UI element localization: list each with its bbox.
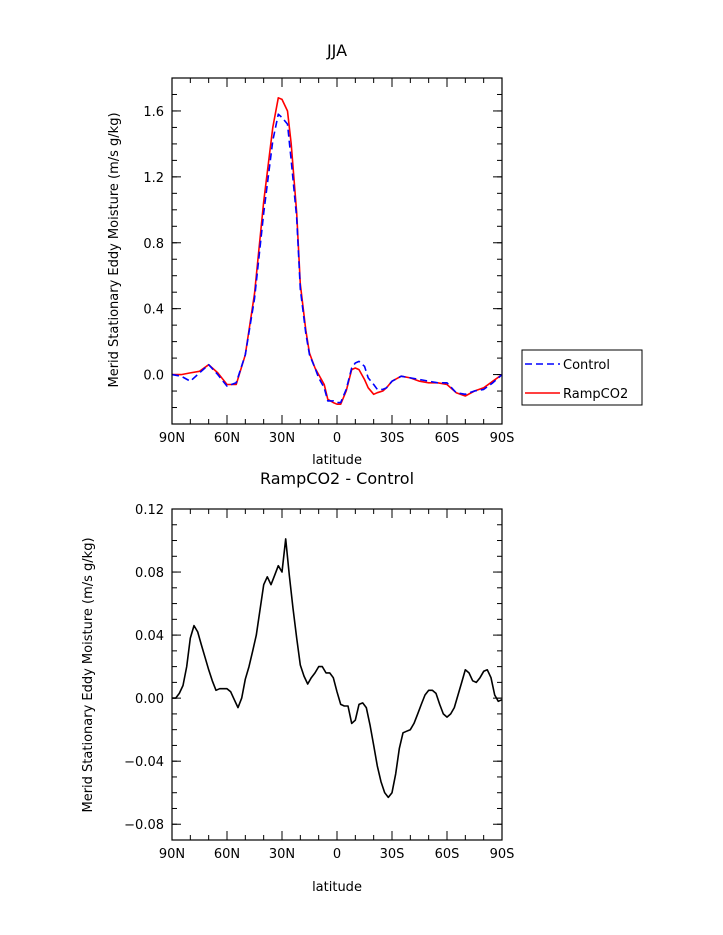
x-tick-label: 90N: [159, 431, 185, 446]
top-chart-frame: [171, 77, 503, 425]
top-chart-ylabel: Merid Stationary Eddy Moisture (m/s g/kg…: [107, 112, 122, 387]
panel-bottom-chart: RampCO2 - Control latitude Merid Station…: [81, 469, 514, 895]
y-tick-label: 0.08: [135, 566, 164, 581]
y-tick-label: 0.0: [143, 369, 164, 384]
x-tick-label: 60S: [435, 431, 460, 446]
y-tick-label: 0.12: [135, 503, 164, 518]
legend-label-control: Control: [563, 358, 610, 373]
y-tick-label: 1.6: [143, 105, 164, 120]
panel-top-chart: JJA latitude Merid Stationary Eddy Moist…: [107, 41, 643, 468]
legend-box: [521, 349, 643, 406]
bottom-chart-ticks: 90N 60N 30N 0 30S 60S 90S −0.08 −0.04 0.00 0.04 0.0…: [124, 503, 514, 862]
y-tick-label: 1.2: [143, 171, 164, 186]
bottom-series-line-difference: [172, 538, 503, 799]
x-tick-label: 90S: [490, 431, 515, 446]
y-tick-label: −0.08: [124, 818, 164, 833]
top-chart-xlabel: latitude: [312, 453, 362, 468]
bottom-chart-frame: [171, 508, 503, 841]
x-tick-label: 30S: [380, 847, 405, 862]
y-tick-label: 0.4: [143, 303, 164, 318]
x-tick-label: 90N: [159, 847, 185, 862]
x-tick-label: 30N: [269, 847, 295, 862]
bottom-chart-xlabel: latitude: [312, 880, 362, 895]
top-chart-series: [171, 97, 503, 406]
bottom-chart-ylabel: Merid Stationary Eddy Moisture (m/s g/kg…: [81, 537, 96, 812]
top-chart-title: JJA: [326, 41, 347, 60]
y-tick-label: 0.8: [143, 237, 164, 252]
x-tick-label: 60N: [214, 847, 240, 862]
x-tick-label: 60S: [435, 847, 460, 862]
top-chart-legend: Control RampCO2: [521, 349, 643, 406]
y-tick-label: 0.00: [135, 692, 164, 707]
x-tick-label: 0: [333, 431, 341, 446]
x-tick-label: 30N: [269, 431, 295, 446]
legend-label-rampco2: RampCO2: [563, 387, 628, 402]
x-tick-label: 60N: [214, 431, 240, 446]
top-series-line-control: [171, 113, 503, 404]
x-tick-label: 30S: [380, 431, 405, 446]
y-tick-label: 0.04: [135, 629, 164, 644]
bottom-chart-title: RampCO2 - Control: [260, 469, 414, 488]
y-tick-label: −0.04: [124, 755, 164, 770]
top-series-line-rampco2: [172, 97, 503, 406]
bottom-chart-series: [172, 538, 503, 799]
top-chart-ticks: 90N 60N 30N 0 30S 60S 90S 0.0 0.4 0.8 1.2 1.6: [143, 77, 515, 446]
x-tick-label: 0: [333, 847, 341, 862]
x-tick-label: 90S: [490, 847, 515, 862]
